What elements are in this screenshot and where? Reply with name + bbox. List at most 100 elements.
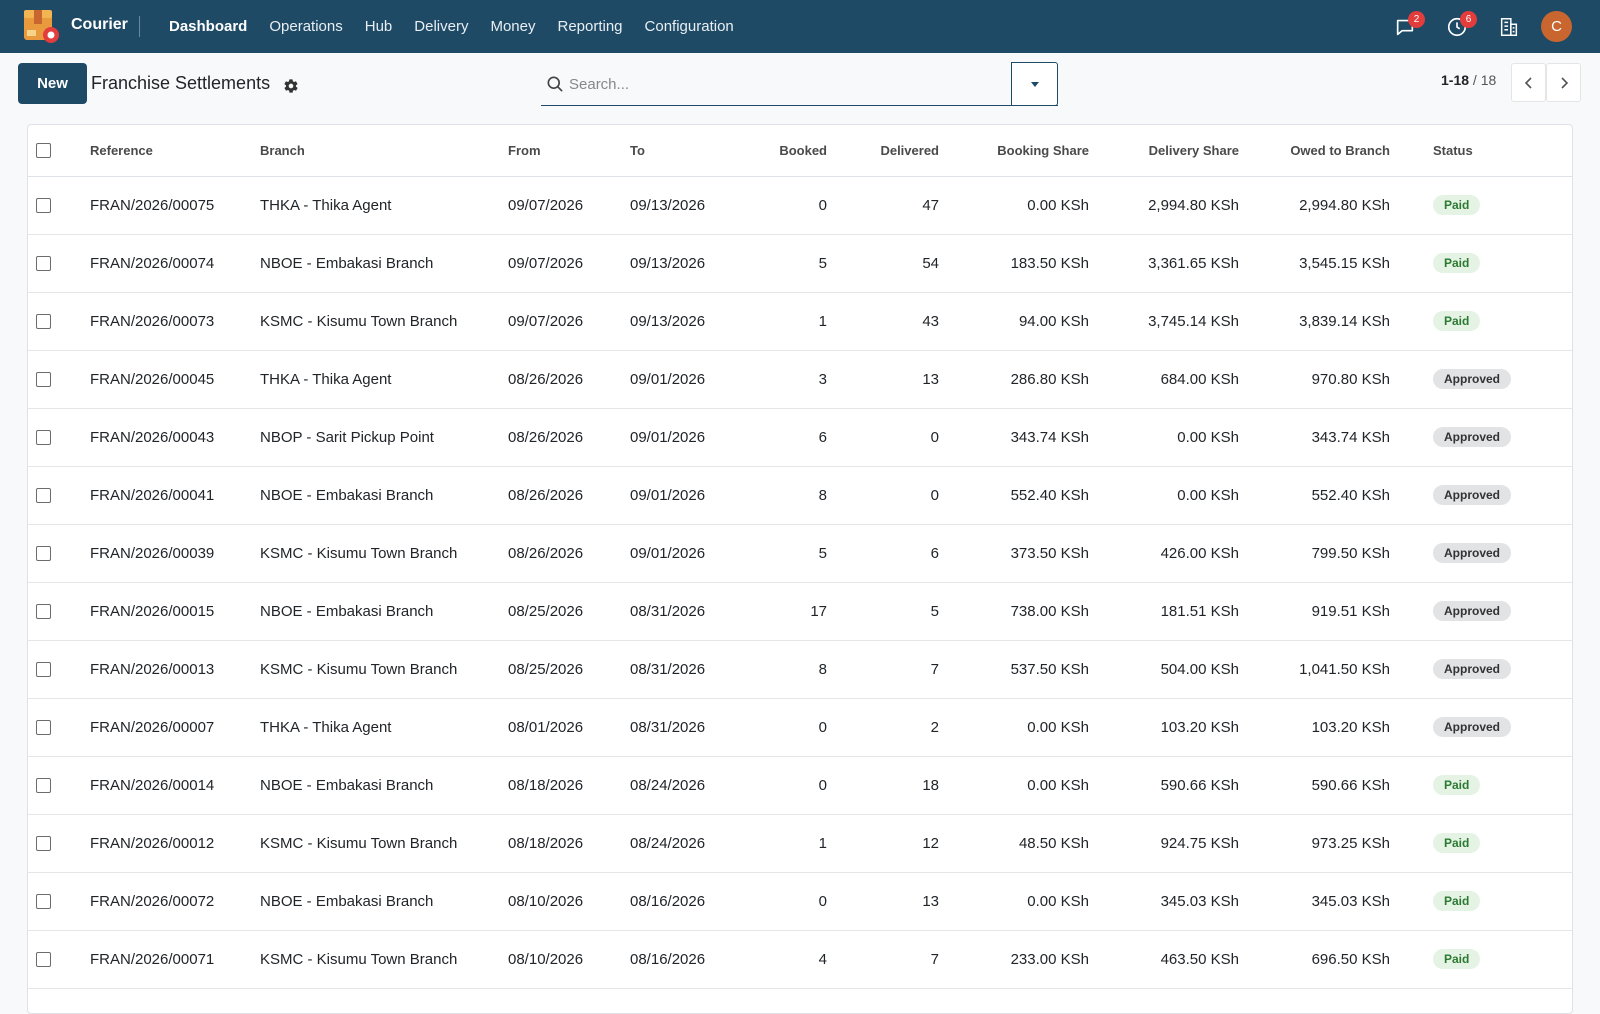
search-input[interactable] [569, 68, 1009, 100]
table-row[interactable]: FRAN/2026/00045 THKA - Thika Agent 08/26/2… [28, 350, 1572, 409]
row-checkbox[interactable] [36, 546, 51, 562]
gear-icon[interactable] [283, 78, 299, 94]
column-header-booked[interactable]: Booked [744, 125, 835, 177]
row-checkbox[interactable] [36, 256, 51, 272]
booked-cell: 5 [744, 234, 835, 293]
row-checkbox[interactable] [36, 952, 51, 968]
activities-button[interactable]: 6 [1431, 0, 1483, 53]
row-select-cell[interactable] [28, 466, 82, 525]
select-all-checkbox[interactable] [36, 143, 51, 159]
activities-count-badge: 6 [1460, 11, 1477, 28]
row-select-cell[interactable] [28, 814, 82, 873]
row-select-cell[interactable] [28, 582, 82, 641]
delivery-share-cell: 463.50 KSh [1097, 930, 1247, 989]
pager-value[interactable]: 1-18 / 18 [1441, 72, 1496, 88]
branch-cell: NBOP - Sarit Pickup Point [252, 408, 500, 467]
menu-configuration[interactable]: Configuration [644, 18, 734, 35]
messages-button[interactable]: 2 [1379, 0, 1431, 53]
table-row[interactable]: FRAN/2026/00012 KSMC - Kisumu Town Branch… [28, 814, 1572, 873]
delivered-cell: 13 [835, 872, 947, 931]
table-row[interactable]: FRAN/2026/00072 NBOE - Embakasi Branch 08/… [28, 872, 1572, 931]
table-row[interactable]: FRAN/2026/00071 KSMC - Kisumu Town Branch… [28, 930, 1572, 989]
menu-delivery[interactable]: Delivery [414, 18, 469, 35]
owed-to-branch-cell: 970.80 KSh [1247, 350, 1398, 409]
row-select-cell[interactable] [28, 756, 82, 815]
pager-previous-button[interactable] [1511, 63, 1546, 102]
status-cell: Approved [1398, 698, 1572, 757]
row-checkbox[interactable] [36, 894, 51, 910]
app-logo-icon[interactable] [22, 7, 60, 45]
status-badge: Approved [1433, 485, 1512, 505]
status-cell: Approved [1398, 524, 1572, 583]
row-select-cell[interactable] [28, 234, 82, 293]
row-checkbox[interactable] [36, 198, 51, 214]
column-header-reference[interactable]: Reference [82, 125, 252, 177]
row-checkbox[interactable] [36, 314, 51, 330]
user-avatar[interactable]: C [1541, 11, 1572, 42]
column-header-delivered[interactable]: Delivered [835, 125, 947, 177]
company-switcher-button[interactable] [1483, 0, 1535, 53]
table-row[interactable]: FRAN/2026/00074 NBOE - Embakasi Branch 09/… [28, 234, 1572, 293]
row-select-cell[interactable] [28, 640, 82, 699]
column-header-owed-to-branch[interactable]: Owed to Branch [1247, 125, 1398, 177]
row-checkbox[interactable] [36, 604, 51, 620]
row-checkbox[interactable] [36, 488, 51, 504]
search-options-toggle[interactable] [1011, 62, 1058, 106]
row-checkbox[interactable] [36, 720, 51, 736]
menu-reporting[interactable]: Reporting [557, 18, 623, 35]
row-checkbox[interactable] [36, 372, 51, 388]
from-cell: 08/18/2026 [500, 814, 622, 873]
menu-hub[interactable]: Hub [364, 18, 393, 35]
table-row[interactable]: FRAN/2026/00039 KSMC - Kisumu Town Branch… [28, 524, 1572, 583]
row-checkbox[interactable] [36, 778, 51, 794]
row-select-cell[interactable] [28, 176, 82, 235]
column-header-booking-share[interactable]: Booking Share [947, 125, 1097, 177]
column-header-status[interactable]: Status [1398, 125, 1572, 177]
from-cell: 08/26/2026 [500, 350, 622, 409]
table-row[interactable]: FRAN/2026/00041 NBOE - Embakasi Branch 08/… [28, 466, 1572, 525]
table-row[interactable]: FRAN/2026/00013 KSMC - Kisumu Town Branch… [28, 640, 1572, 699]
table-row[interactable]: FRAN/2026/00015 NBOE - Embakasi Branch 08/… [28, 582, 1572, 641]
row-select-cell[interactable] [28, 872, 82, 931]
to-cell: 08/24/2026 [622, 756, 744, 815]
table-row[interactable]: FRAN/2026/00075 THKA - Thika Agent 09/07/2… [28, 176, 1572, 235]
select-all-cell[interactable] [28, 125, 82, 177]
status-badge: Paid [1433, 775, 1481, 795]
brand-name[interactable]: Courier [71, 16, 128, 33]
row-select-cell[interactable] [28, 930, 82, 989]
row-select-cell[interactable] [28, 698, 82, 757]
column-header-from[interactable]: From [500, 125, 622, 177]
menu-dashboard[interactable]: Dashboard [169, 18, 248, 35]
from-cell: 09/07/2026 [500, 176, 622, 235]
row-select-cell[interactable] [28, 350, 82, 409]
column-header-to[interactable]: To [622, 125, 744, 177]
table-row[interactable]: FRAN/2026/00014 NBOE - Embakasi Branch 08/… [28, 756, 1572, 815]
booking-share-cell: 94.00 KSh [947, 292, 1097, 351]
column-header-delivery-share[interactable]: Delivery Share [1097, 125, 1247, 177]
pager-next-button[interactable] [1546, 63, 1581, 102]
row-checkbox[interactable] [36, 662, 51, 678]
menu-operations[interactable]: Operations [269, 18, 343, 35]
row-select-cell[interactable] [28, 292, 82, 351]
delivered-cell: 12 [835, 814, 947, 873]
branch-cell: NBOE - Embakasi Branch [252, 466, 500, 525]
row-select-cell[interactable] [28, 408, 82, 467]
menu-money[interactable]: Money [490, 18, 536, 35]
booking-share-cell: 286.80 KSh [947, 350, 1097, 409]
status-cell: Paid [1398, 756, 1572, 815]
table-row[interactable]: FRAN/2026/00073 KSMC - Kisumu Town Branch… [28, 292, 1572, 351]
row-select-cell[interactable] [28, 524, 82, 583]
table-row[interactable]: FRAN/2026/00043 NBOP - Sarit Pickup Point… [28, 408, 1572, 467]
column-header-branch[interactable]: Branch [252, 125, 500, 177]
row-checkbox[interactable] [36, 836, 51, 852]
row-checkbox[interactable] [36, 430, 51, 446]
table-row[interactable]: FRAN/2026/00007 THKA - Thika Agent 08/01/2… [28, 698, 1572, 757]
delivered-cell: 43 [835, 292, 947, 351]
booked-cell: 5 [744, 524, 835, 583]
booking-share-cell: 0.00 KSh [947, 756, 1097, 815]
from-cell: 08/10/2026 [500, 872, 622, 931]
delivered-cell: 47 [835, 176, 947, 235]
pager-separator: / [1469, 72, 1481, 88]
from-cell: 08/01/2026 [500, 698, 622, 757]
new-button[interactable]: New [18, 63, 87, 104]
